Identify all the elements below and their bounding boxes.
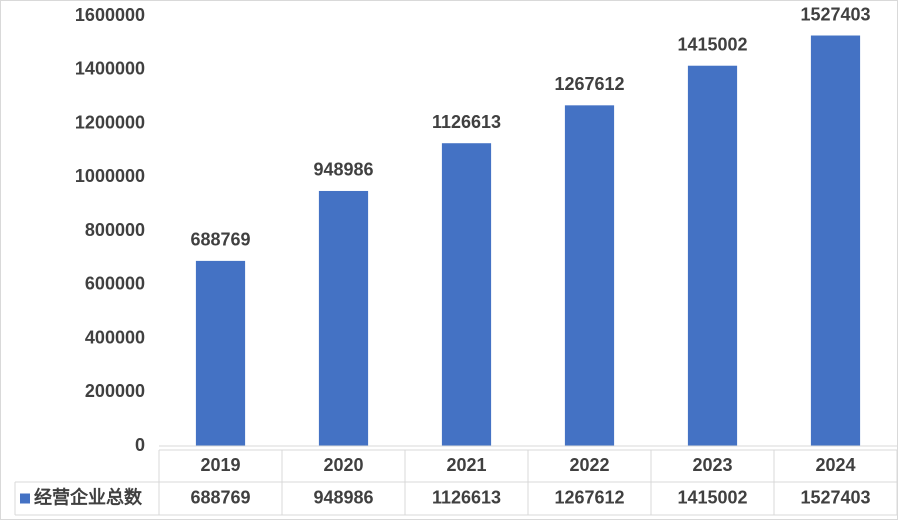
x-tick-label: 2021 [446,455,486,475]
data-label: 1126613 [432,112,501,132]
x-tick-label: 2020 [323,455,363,475]
y-tick-label: 0 [135,435,145,455]
y-tick-label: 1200000 [75,112,145,132]
data-label: 1527403 [800,4,870,24]
y-tick-label: 1600000 [75,5,145,25]
bar [810,35,861,447]
table-value: 948986 [313,487,373,507]
y-tick-label: 600000 [85,274,145,294]
legend-label: 经营企业总数 [34,486,143,507]
x-tick-label: 2024 [815,455,855,475]
table-value: 1527403 [800,487,870,507]
y-tick-label: 800000 [85,220,145,240]
data-label: 948986 [313,160,373,180]
table-value: 1126613 [432,487,501,507]
x-tick-label: 2023 [692,455,732,475]
table-value: 688769 [190,487,250,507]
y-tick-label: 200000 [85,381,145,401]
bar [441,143,492,446]
bar [687,65,738,447]
x-tick-label: 2022 [569,455,609,475]
bar [318,190,369,446]
x-tick-label: 2019 [200,455,240,475]
y-tick-label: 400000 [85,327,145,347]
bar [564,105,615,446]
data-label: 1267612 [554,74,624,94]
bar [195,260,246,446]
data-label: 1415002 [677,34,747,54]
table-value: 1415002 [677,487,747,507]
y-tick-label: 1400000 [75,59,145,79]
y-tick-label: 1000000 [75,166,145,186]
legend-key [20,493,30,504]
data-label: 688769 [190,230,250,250]
table-value: 1267612 [554,487,624,507]
